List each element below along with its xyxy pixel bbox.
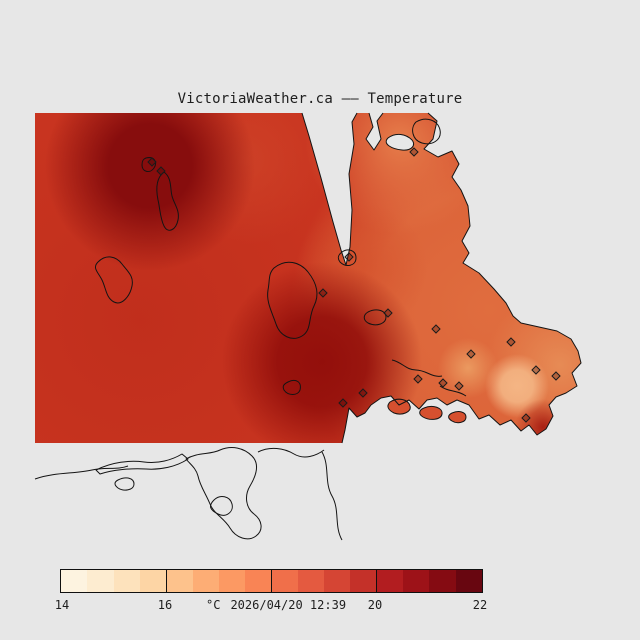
temperature-field <box>35 113 581 443</box>
station-marker <box>318 288 328 298</box>
colorbar-segment <box>218 570 246 592</box>
station-marker <box>466 349 476 359</box>
station-marker <box>551 371 561 381</box>
colorbar-segment <box>455 570 482 592</box>
colorbar-label-20: 20 <box>367 598 383 612</box>
station-marker <box>383 308 393 318</box>
station-marker <box>506 337 516 347</box>
station-marker <box>147 157 157 167</box>
timestamp: 2026/04/20 12:39 <box>230 598 347 612</box>
colorbar-segment <box>403 570 430 592</box>
page-title: VictoriaWeather.ca —— Temperature <box>177 91 463 107</box>
station-markers <box>147 147 561 423</box>
colorbar-tick-18 <box>271 570 272 592</box>
colorbar-tick-20 <box>376 570 377 592</box>
colorbar-segment <box>376 570 404 592</box>
station-marker <box>156 166 166 176</box>
colorbar-segment <box>245 570 272 592</box>
colorbar-label-14: 14 <box>54 598 70 612</box>
station-marker <box>358 388 368 398</box>
station-marker <box>338 398 348 408</box>
colorbar-segment <box>297 570 325 592</box>
colorbar-segment <box>429 570 456 592</box>
colorbar <box>60 569 483 593</box>
colorbar-segment <box>139 570 167 592</box>
colorbar-segment <box>61 570 88 592</box>
station-marker <box>413 374 423 384</box>
unit-label: °C <box>206 598 221 612</box>
colorbar-tick-16 <box>166 570 167 592</box>
colorbar-segment <box>271 570 298 592</box>
station-marker <box>431 324 441 334</box>
station-marker <box>344 252 354 262</box>
colorbar-label-16: 16 <box>157 598 173 612</box>
colorbar-segment <box>192 570 219 592</box>
colorbar-label-22: 22 <box>472 598 488 612</box>
colorbar-segment <box>166 570 193 592</box>
station-marker <box>454 381 464 391</box>
colorbar-segment <box>324 570 351 592</box>
station-marker <box>409 147 419 157</box>
islets <box>387 398 467 424</box>
coastlines <box>34 112 582 541</box>
colorbar-segment <box>113 570 140 592</box>
colorbar-caption: °C 2026/04/20 12:39 <box>206 598 356 612</box>
colorbar-segment <box>350 570 377 592</box>
station-marker <box>438 378 448 388</box>
station-marker <box>531 365 541 375</box>
bay-water <box>385 133 415 151</box>
colorbar-segment <box>87 570 114 592</box>
station-marker <box>521 413 531 423</box>
